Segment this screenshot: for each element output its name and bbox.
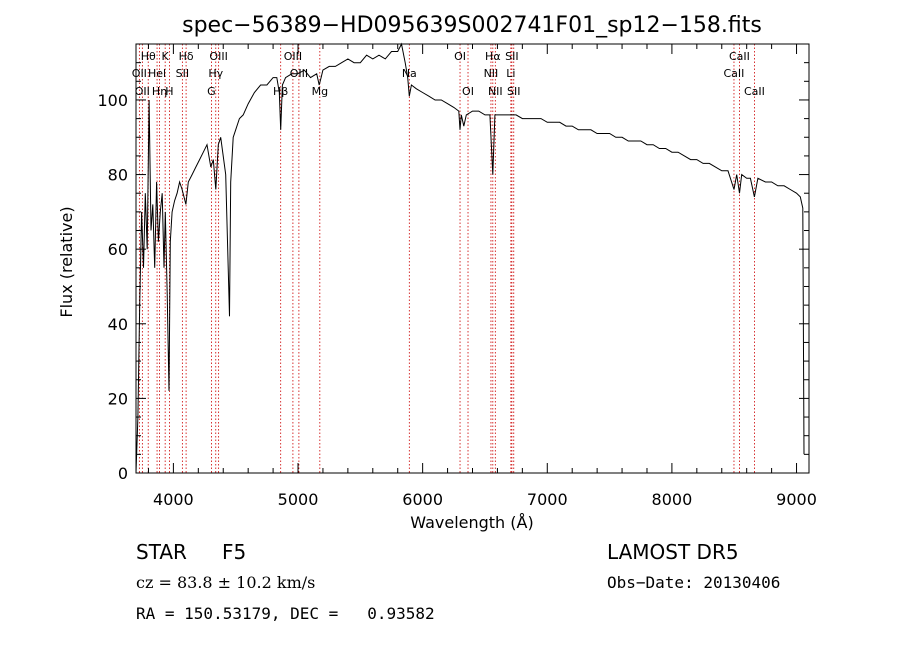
survey-name: LAMOST DR5 <box>607 540 739 564</box>
spectrum-line <box>135 42 805 474</box>
x-tick-label-2: 6000 <box>402 490 443 509</box>
y-tick-label-5: 100 <box>97 91 128 110</box>
line-marker-label-4: Hη <box>152 85 167 98</box>
line-marker-label-15: Mg <box>312 85 328 98</box>
observation-date: Obs−Date: 20130406 <box>607 573 781 592</box>
line-marker-label-16: Na <box>402 67 417 80</box>
line-marker-label-17: OI <box>454 50 466 63</box>
x-tick-label-3: 7000 <box>527 490 568 509</box>
line-marker-label-27: CaII <box>744 85 765 98</box>
redshift-value: cz = 83.8 ± 10.2 km/s <box>136 573 316 592</box>
line-marker-label-18: OI <box>462 85 474 98</box>
y-tick-label-0: 0 <box>118 464 128 483</box>
x-axis-label: Wavelength (Å) <box>410 513 533 532</box>
line-marker-label-3: Hel <box>148 67 166 80</box>
line-marker-label-19: Hα <box>485 50 501 63</box>
chart-title: spec−56389−HD095639S002741F01_sp12−158.f… <box>182 13 762 38</box>
x-tick-label-0: 4000 <box>153 490 194 509</box>
line-marker-label-24: SII <box>507 85 520 98</box>
object-class: STAR <box>136 540 187 564</box>
line-marker-lines <box>138 44 755 473</box>
line-marker-label-2: Hθ <box>141 50 156 63</box>
line-marker-label-23: Li <box>506 67 515 80</box>
x-axis-ticks: 4000 5000 6000 7000 8000 9000 <box>147 44 817 509</box>
line-marker-label-25: CaII <box>724 67 745 80</box>
x-tick-label-4: 8000 <box>652 490 693 509</box>
y-tick-label-2: 40 <box>108 315 128 334</box>
line-marker-label-9: Hγ <box>208 67 223 80</box>
y-axis-ticks: 0 20 40 60 80 100 <box>97 62 809 483</box>
plot-frame <box>135 43 810 474</box>
line-marker-label-7: Hδ <box>179 50 194 63</box>
line-marker-label-22: SII <box>505 50 518 63</box>
line-marker-label-10: OIII <box>209 50 227 63</box>
line-marker-label-1: OII <box>135 85 150 98</box>
line-marker-label-12: Hβ <box>273 85 288 98</box>
line-marker-label-13: OIII <box>284 50 302 63</box>
y-axis-label: Flux (relative) <box>57 206 76 317</box>
x-tick-label-5: 9000 <box>776 490 817 509</box>
line-marker-label-20: NII <box>484 67 499 80</box>
line-marker-label-21: NII <box>488 85 503 98</box>
object-subclass: F5 <box>222 540 247 564</box>
coordinates: RA = 150.53179, DEC = 0.93582 <box>136 604 435 623</box>
line-marker-label-6: H <box>165 85 173 98</box>
line-marker-label-11: G <box>207 85 216 98</box>
line-marker-label-0: OII <box>132 67 147 80</box>
line-marker-label-5: K <box>162 50 170 63</box>
y-tick-label-4: 80 <box>108 166 128 185</box>
y-tick-label-3: 60 <box>108 240 128 259</box>
line-marker-label-8: SII <box>176 67 189 80</box>
line-marker-label-26: CaII <box>729 50 750 63</box>
x-tick-label-1: 5000 <box>278 490 319 509</box>
y-tick-label-1: 20 <box>108 389 128 408</box>
